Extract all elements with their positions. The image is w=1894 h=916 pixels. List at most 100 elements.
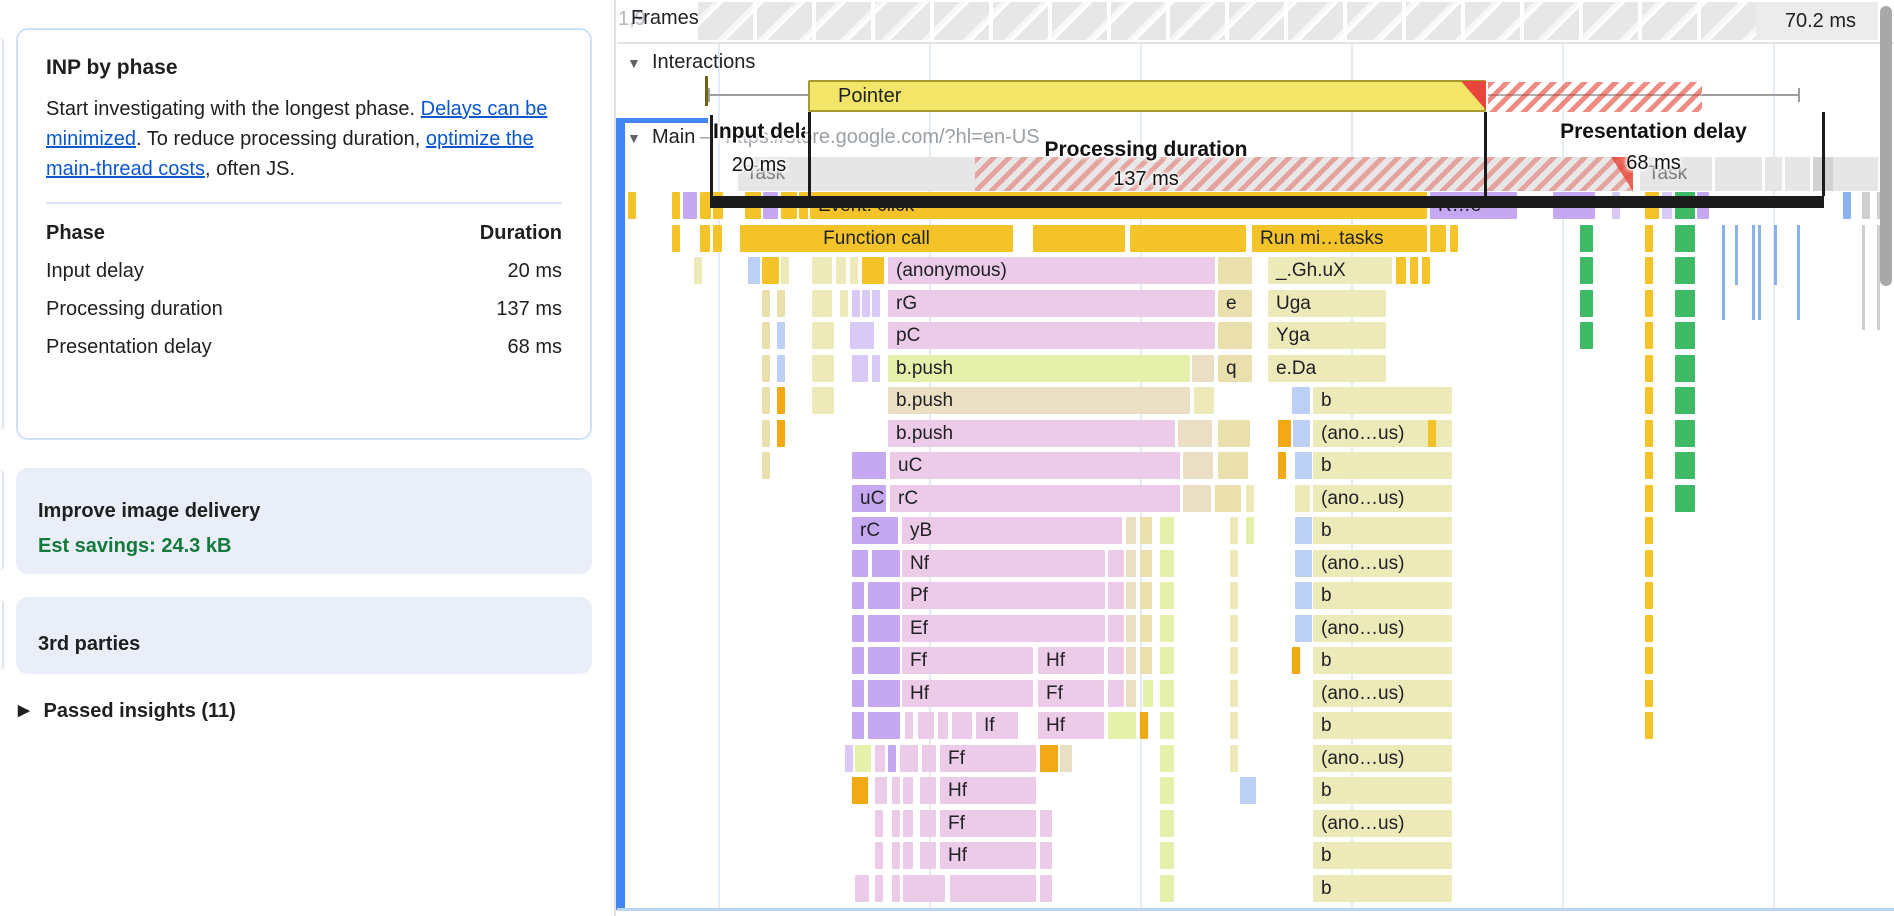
flame-bar[interactable] (1218, 420, 1250, 447)
flame-bar[interactable] (672, 225, 680, 252)
flame-bar[interactable] (777, 355, 785, 382)
flame-bar[interactable] (1675, 387, 1695, 414)
flame-bar[interactable] (868, 615, 900, 642)
flame-bar[interactable] (1108, 712, 1136, 739)
flame-bar[interactable] (1178, 420, 1212, 447)
flame-bar[interactable] (1160, 745, 1174, 772)
flame-bar[interactable] (1295, 615, 1312, 642)
flame-bar[interactable] (1230, 615, 1238, 642)
flame-bar[interactable] (862, 257, 884, 284)
flame-bar[interactable] (1675, 290, 1695, 317)
flame-bar[interactable] (858, 322, 866, 349)
flame-bar-yb[interactable]: yB (902, 517, 1122, 544)
flame-bar[interactable] (1126, 517, 1136, 544)
flame-bar[interactable] (1160, 615, 1174, 642)
flame-bar-yga[interactable]: Yga (1268, 322, 1386, 349)
flame-bar-uc[interactable]: uC (852, 485, 886, 512)
flame-bar[interactable] (1230, 517, 1238, 544)
flame-bar[interactable] (1292, 387, 1310, 414)
flame-bar[interactable] (812, 257, 832, 284)
flame-bar-b[interactable]: b (1313, 647, 1452, 674)
flame-bar[interactable] (1645, 647, 1653, 674)
flame-bar[interactable] (1422, 257, 1430, 284)
flame-bar[interactable] (1645, 582, 1653, 609)
flame-bar[interactable] (1675, 420, 1695, 447)
flame-bar[interactable] (777, 322, 785, 349)
flame-bar[interactable] (852, 355, 860, 382)
flame-bar[interactable] (952, 712, 972, 739)
flame-bar[interactable] (1843, 192, 1851, 219)
flame-bar[interactable] (1040, 745, 1058, 772)
flame-bar[interactable] (1675, 257, 1695, 284)
flame-bar[interactable] (872, 290, 880, 317)
flame-bar-e-da[interactable]: e.Da (1268, 355, 1386, 382)
flame-bar-e[interactable]: e (1218, 290, 1252, 317)
flame-bar[interactable] (868, 582, 900, 609)
flame-bar[interactable] (762, 322, 770, 349)
flame-bar-b[interactable]: b (1313, 517, 1452, 544)
third-parties-card[interactable]: 3rd parties (16, 597, 592, 674)
flame-bar-ano-us[interactable]: (ano…us) (1313, 810, 1452, 837)
flame-bar-b[interactable]: b (1313, 582, 1452, 609)
flame-bar[interactable] (1160, 810, 1174, 837)
flame-bar[interactable] (1645, 387, 1653, 414)
flame-bar[interactable] (875, 745, 885, 772)
flame-bar[interactable] (1230, 680, 1238, 707)
flame-bar[interactable] (1645, 485, 1653, 512)
flame-bar[interactable] (855, 745, 871, 772)
flame-bar[interactable] (1126, 582, 1136, 609)
flame-bar[interactable] (852, 550, 868, 577)
flame-bar[interactable] (1230, 550, 1238, 577)
flame-bar-ff[interactable]: Ff (940, 745, 1036, 772)
flame-bar-pf[interactable]: Pf (902, 582, 1105, 609)
inp-by-phase-card[interactable]: INP by phase Start investigating with th… (16, 28, 592, 440)
flame-bar[interactable] (868, 712, 900, 739)
flame-bar[interactable] (628, 192, 636, 219)
flame-bar[interactable] (1645, 225, 1653, 252)
flame-bar[interactable] (1060, 745, 1072, 772)
flame-bar-ano-us[interactable]: (ano…us) (1313, 550, 1452, 577)
flame-bar[interactable] (1183, 452, 1213, 479)
flame-bar[interactable] (1230, 582, 1238, 609)
flame-bar[interactable] (1645, 355, 1653, 382)
flame-bar-b-push[interactable]: b.push (888, 420, 1175, 447)
flame-bar[interactable] (872, 355, 880, 382)
flame-bar[interactable] (852, 647, 864, 674)
flame-bar[interactable] (1580, 257, 1593, 284)
flame-bar[interactable] (892, 875, 900, 902)
flame-bar-ano-us[interactable]: (ano…us) (1313, 680, 1452, 707)
flame-bar-gh-ux[interactable]: _.Gh.uX (1268, 257, 1392, 284)
flame-bar-uc[interactable]: uC (890, 452, 1180, 479)
flame-bar[interactable] (920, 777, 936, 804)
flame-bar[interactable] (888, 745, 896, 772)
flame-bar[interactable] (1645, 712, 1653, 739)
flame-bar[interactable] (762, 452, 770, 479)
flame-bar[interactable] (1108, 550, 1124, 577)
flame-bar-anonymous[interactable]: (anonymous) (888, 257, 1215, 284)
flame-bar[interactable] (1230, 647, 1238, 674)
flame-bar[interactable] (1108, 647, 1124, 674)
passed-insights-toggle[interactable]: ▶ Passed insights (11) (18, 700, 236, 723)
flame-bar-hf[interactable]: Hf (902, 680, 1033, 707)
collapse-triangle-icon[interactable]: ▼ (627, 55, 641, 71)
flame-bar-ff[interactable]: Ff (940, 810, 1036, 837)
flame-bar[interactable] (938, 712, 948, 739)
long-task-bar[interactable]: Task (738, 157, 1633, 191)
flame-bar[interactable] (1040, 842, 1052, 869)
flame-bar[interactable] (850, 322, 858, 349)
flame-bar[interactable] (1160, 550, 1174, 577)
flame-bar[interactable] (762, 420, 770, 447)
flame-bar-ano-us[interactable]: (ano…us) (1313, 615, 1452, 642)
flame-bar[interactable] (762, 290, 770, 317)
flame-bar-b[interactable]: b (1313, 777, 1452, 804)
task-bar[interactable]: Task (1640, 157, 1878, 191)
flame-bar[interactable] (1218, 452, 1248, 479)
flame-bar[interactable] (1675, 485, 1695, 512)
flame-bar[interactable] (860, 355, 868, 382)
flame-bar[interactable] (852, 615, 864, 642)
flame-bar[interactable] (1040, 810, 1052, 837)
flame-bar[interactable] (1218, 322, 1252, 349)
flame-bar[interactable] (1645, 452, 1653, 479)
flame-bar[interactable] (903, 842, 913, 869)
flame-bar-rc[interactable]: rC (852, 517, 898, 544)
